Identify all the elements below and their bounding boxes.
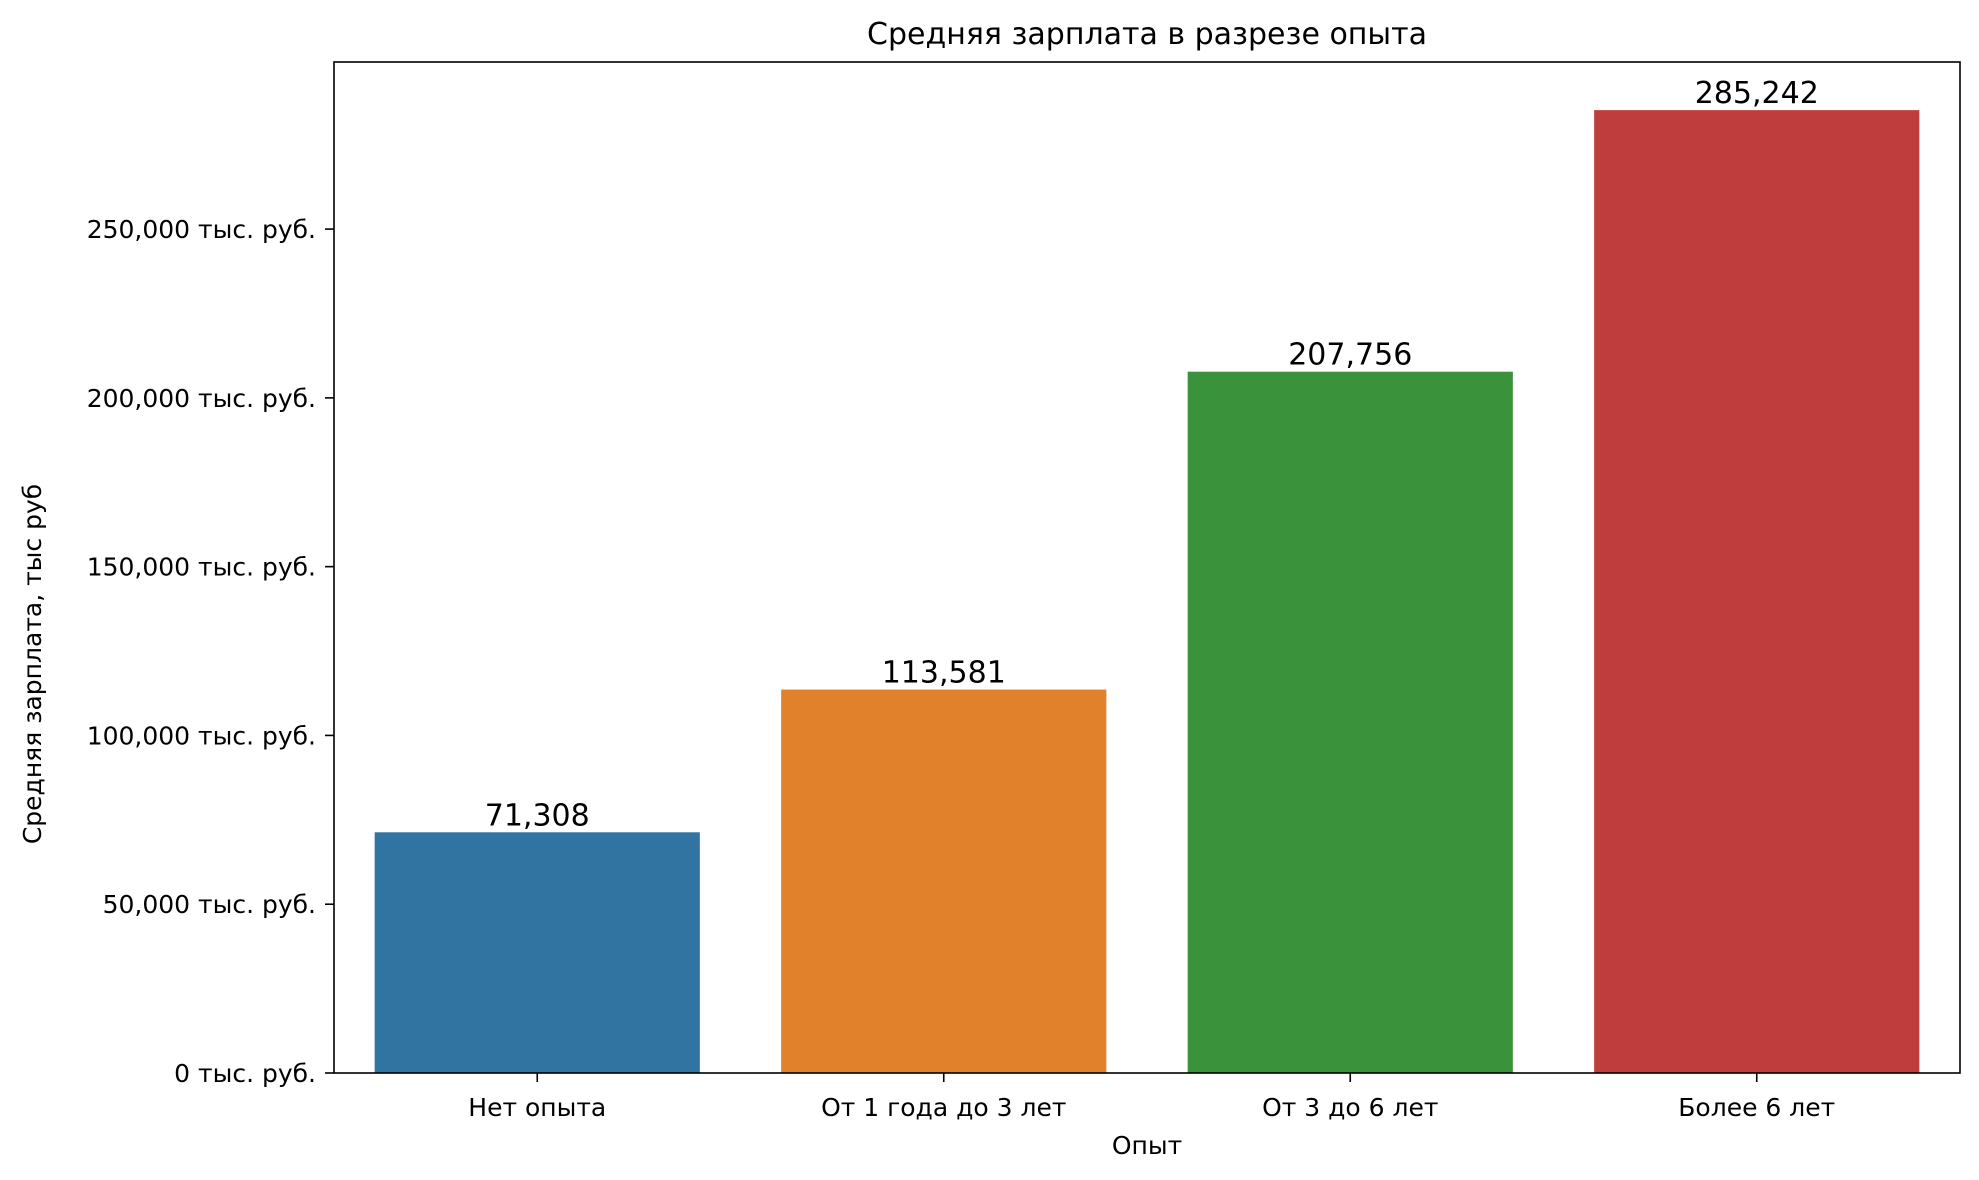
bar-2 (781, 689, 1107, 1073)
chart-title: Средняя зарплата в разрезе опыта (867, 17, 1427, 52)
y-tick-label-6: 250,000 тыс. руб. (87, 215, 316, 244)
x-axis-label: Опыт (1112, 1131, 1182, 1160)
value-labels-layer: 71,308 113,581 207,756 285,242 (485, 76, 1819, 833)
y-tick-label-2: 50,000 тыс. руб. (103, 890, 316, 919)
x-tick-label-1: Нет опыта (468, 1093, 606, 1122)
bars-layer (374, 110, 1920, 1074)
x-axis: Нет опыта От 1 года до 3 лет От 3 до 6 лет… (468, 1073, 1835, 1122)
x-tick-label-4: Более 6 лет (1678, 1093, 1835, 1122)
plot-frame (333, 61, 1961, 1074)
y-tick-label-3: 100,000 тыс. руб. (87, 721, 316, 750)
bar-3 (1187, 371, 1513, 1074)
y-tick-label-4: 150,000 тыс. руб. (87, 553, 316, 582)
bar-value-label-2: 113,581 (882, 656, 1006, 691)
bar-value-label-1: 71,308 (485, 798, 590, 833)
bar-value-label-3: 207,756 (1288, 338, 1412, 373)
x-tick-label-2: От 1 года до 3 лет (821, 1093, 1066, 1122)
x-tick-label-3: От 3 до 6 лет (1262, 1093, 1438, 1122)
y-axis-label: Средняя зарплата, тыс руб (18, 484, 47, 844)
bar-1 (374, 832, 700, 1073)
bar-4 (1594, 110, 1920, 1074)
y-tick-label-1: 0 тыс. руб. (174, 1059, 316, 1088)
y-axis: 0 тыс. руб. 50,000 тыс. руб. 100,000 тыс. … (87, 215, 334, 1088)
y-tick-label-5: 200,000 тыс. руб. (87, 384, 316, 413)
bar-value-label-4: 285,242 (1695, 76, 1819, 111)
